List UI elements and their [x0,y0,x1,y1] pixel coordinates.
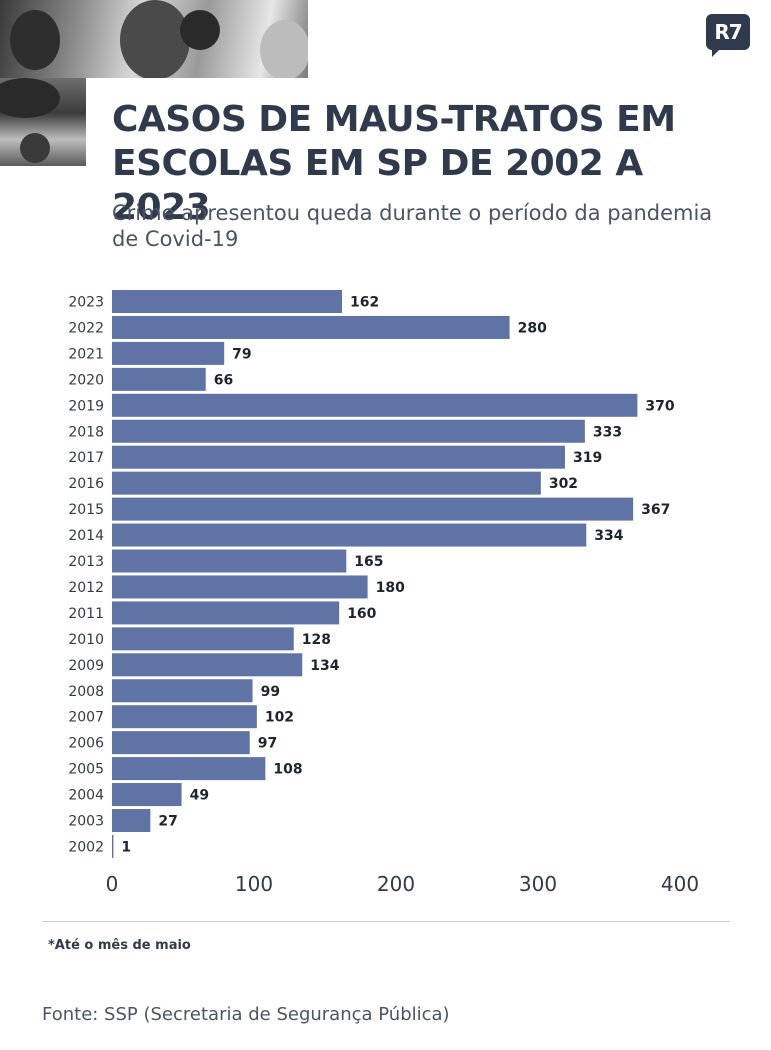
category-label: 2014 [68,528,104,544]
bar [112,757,266,781]
value-label: 160 [347,606,376,622]
bar [112,549,347,573]
category-label: 2016 [68,476,104,492]
value-label: 1 [121,839,131,855]
category-label: 2010 [68,632,104,648]
value-label: 27 [158,814,177,830]
bar [112,705,257,729]
category-label: 2006 [68,736,104,752]
value-label: 97 [258,736,277,752]
value-label: 334 [594,528,623,544]
bar [112,393,638,417]
brand-logo: R7 [706,14,750,57]
category-label: 2011 [68,606,104,622]
bar [112,367,206,391]
page-subtitle: Crime apresentou queda durante o período… [112,201,713,251]
bar [112,471,541,495]
bar [112,523,587,547]
value-label: 302 [549,476,578,492]
bar [112,341,225,365]
value-label: 79 [232,346,251,362]
x-tick-label: 100 [235,872,273,896]
category-label: 2017 [68,450,104,466]
header-photo [0,0,308,78]
bar [112,731,250,755]
x-tick-label: 0 [106,872,119,896]
bar [112,290,343,313]
category-label: 2004 [68,788,104,804]
category-label: 2008 [68,684,104,700]
bar-chart: 2023 162 2022 280 2021 79 2020 66 2019 370 2018 333… [68,290,699,896]
source-text: Fonte: SSP (Secretaria de Segurança Públ… [42,1004,450,1025]
category-label: 2015 [68,502,104,518]
value-label: 108 [273,762,302,778]
value-label: 333 [593,424,622,440]
bar [112,315,510,339]
category-label: 2023 [68,295,104,311]
value-label: 319 [573,450,602,466]
footnote: *Até o mês de maio [48,938,191,953]
category-label: 2019 [68,398,104,414]
x-tick-label: 200 [377,872,415,896]
value-label: 280 [518,320,547,336]
header-photo-lower [0,78,86,166]
category-label: 2002 [68,839,104,855]
bar [112,809,151,832]
value-label: 102 [265,710,294,726]
value-label: 66 [214,372,233,388]
value-label: 49 [190,788,209,804]
category-label: 2009 [68,658,104,674]
x-tick-label: 300 [519,872,557,896]
value-label: 134 [310,658,339,674]
bar [112,575,368,599]
divider [42,921,730,922]
value-label: 165 [354,554,383,570]
category-label: 2020 [68,372,104,388]
category-label: 2003 [68,814,104,830]
category-label: 2012 [68,580,104,596]
category-label: 2022 [68,320,104,336]
value-label: 162 [350,295,379,311]
x-tick-label: 400 [661,872,699,896]
category-label: 2018 [68,424,104,440]
bar [112,653,303,677]
bar [112,679,253,703]
bar [112,497,634,521]
value-label: 128 [302,632,331,648]
bar [112,445,565,469]
category-label: 2007 [68,710,104,726]
page-title: CASOS DE MAUS-TRATOS EM ESCOLAS EM SP DE… [112,99,676,228]
category-label: 2021 [68,346,104,362]
bar [112,627,294,651]
value-label: 370 [645,398,674,414]
bar [112,419,585,443]
bar [112,834,114,858]
category-label: 2005 [68,762,104,778]
value-label: 99 [261,684,280,700]
bar [112,601,340,625]
value-label: 367 [641,502,670,518]
value-label: 180 [376,580,405,596]
category-label: 2013 [68,554,104,570]
bar [112,783,182,807]
